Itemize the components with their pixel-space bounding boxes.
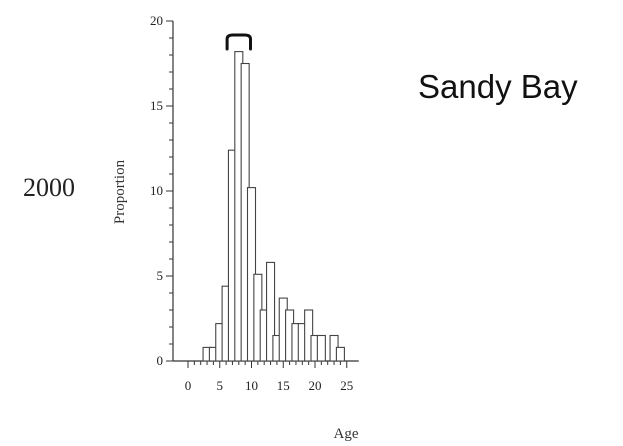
x-tick-label: 25 [340,378,353,393]
x-tick-label: 5 [217,378,224,393]
plot-area: 0 5 10 15 20 0 5 10 15 20 25 [150,13,359,393]
x-tick-label: 0 [185,378,192,393]
bar [316,334,326,362]
y-tick-label: 10 [150,183,163,198]
chart-title: Sandy Bay [418,68,578,105]
y-tick-label: 15 [150,98,163,113]
x-tick-label: 15 [277,378,290,393]
year-label: 2000 [23,173,75,202]
bar [265,261,276,362]
bar [335,346,345,362]
y-tick-label: 20 [150,13,163,28]
y-axis-label: Proportion [112,159,128,224]
y-tick-label: 5 [157,268,164,283]
x-tick-label: 20 [309,378,322,393]
x-tick-label: 10 [245,378,258,393]
x-axis-label: Age [334,426,359,442]
peak-bracket [225,33,252,51]
y-tick-label: 0 [157,353,164,368]
